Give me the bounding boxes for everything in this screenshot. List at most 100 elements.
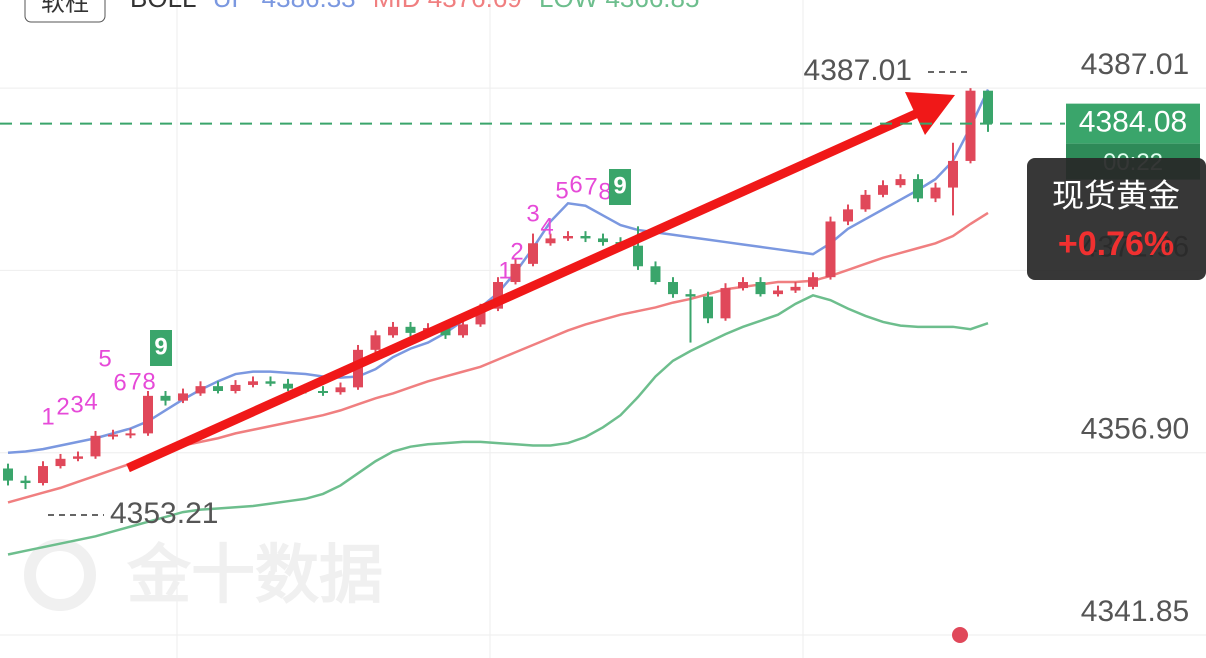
candle-body (38, 466, 48, 484)
candle-body (55, 458, 66, 467)
style-button[interactable] (24, 0, 106, 23)
candle-body (213, 386, 223, 391)
td-count: 5 (555, 177, 568, 204)
candle-body (563, 236, 573, 239)
candle-body (160, 395, 171, 401)
y-tick-label: 4356.90 (1081, 413, 1189, 446)
candle-body (738, 282, 748, 289)
td-count: 2 (56, 393, 69, 420)
trend-arrow (126, 107, 922, 473)
legend-value: 4386.33 (262, 0, 356, 13)
td-count: 1 (41, 403, 54, 430)
boll-line (7, 294, 989, 556)
candle-body (283, 383, 293, 389)
legend-value: 4366.85 (605, 0, 699, 13)
candle-body (703, 296, 713, 319)
candle-body (545, 238, 556, 244)
candle-body (650, 266, 661, 283)
td-box (150, 330, 172, 366)
td-count: 4 (84, 388, 97, 415)
candle-body (528, 243, 538, 264)
tooltip-box (1027, 158, 1206, 280)
candle-body (178, 393, 188, 401)
legend-name: UP (213, 0, 249, 13)
td-count: 6 (569, 171, 582, 198)
boll-legend: BOLL UP 4386.33 MID 4376.69 LOW 4366.85 (130, 0, 699, 13)
td-count: 2 (510, 238, 523, 265)
candle-body (125, 433, 136, 436)
style-button-label: 软柱 (41, 0, 89, 16)
candle-body (580, 236, 591, 239)
candle-body (948, 160, 958, 188)
tooltip-name: 现货黄金 (1052, 177, 1180, 213)
candle-body (860, 194, 871, 210)
low-label: 4353.21 (110, 497, 218, 530)
last-price-box (1066, 103, 1200, 144)
candle-body (878, 185, 888, 195)
candle-body (143, 395, 153, 434)
candle-body (230, 384, 241, 391)
candle-body (895, 179, 906, 186)
candle-body (913, 179, 923, 199)
td-count: 9 (613, 172, 626, 199)
legend-name: LOW (539, 0, 599, 13)
overlay: 4341.854356.904371.964387.014384.0800:22… (0, 48, 1206, 628)
candle-body (633, 245, 643, 267)
candle-body (808, 277, 818, 287)
watermark-logo (24, 539, 96, 611)
td-count: 9 (154, 333, 167, 360)
watermark: 金十数据 (126, 539, 383, 611)
candle-body (248, 381, 258, 385)
event-dot[interactable] (952, 627, 968, 643)
tooltip-change: +0.76% (1058, 225, 1174, 263)
candle-body (475, 308, 486, 325)
candle-body (195, 386, 206, 394)
candle-body (370, 335, 381, 350)
candle-body (685, 294, 696, 297)
plot (3, 88, 993, 556)
td-count: 7 (128, 368, 141, 395)
legend-value: 4376.69 (428, 0, 522, 13)
td-count: 8 (142, 368, 155, 395)
legend-name: MID (373, 0, 421, 13)
candle-body (790, 286, 801, 291)
td-count: 3 (70, 391, 83, 418)
candle-body (983, 90, 993, 124)
candle-body (265, 381, 276, 384)
td-count: 4 (540, 213, 553, 240)
candle-body (108, 434, 118, 437)
candle-body (20, 480, 31, 484)
candle-body (773, 290, 783, 295)
td-box (609, 169, 631, 205)
candle-body (755, 282, 766, 295)
candle-body (90, 435, 101, 457)
candle-body (388, 326, 398, 336)
td-count: 3 (526, 200, 539, 227)
td-count: 5 (98, 345, 111, 372)
candle-body (458, 324, 468, 336)
candle-body (510, 263, 521, 283)
td-count: 1 (498, 257, 511, 284)
candle-body (825, 221, 836, 278)
candle-body (965, 90, 976, 161)
y-tick-label: 4387.01 (1081, 48, 1189, 81)
candle-body (405, 326, 416, 333)
candle-body (930, 187, 941, 199)
y-tick-label: 4341.85 (1081, 595, 1189, 628)
candle-body (73, 456, 83, 459)
candle-body (335, 387, 346, 393)
candle-body (440, 328, 451, 336)
candle-body (318, 390, 328, 393)
candle-body (720, 288, 731, 319)
candle-body (3, 468, 13, 481)
candle-body (493, 282, 503, 309)
candle-body (843, 209, 853, 222)
candle-body (668, 282, 678, 295)
td-count: 8 (598, 178, 611, 205)
candle-body (598, 238, 608, 243)
arrow-head (905, 92, 955, 135)
high-label: 4387.01 (804, 54, 912, 87)
td-count: 7 (584, 173, 597, 200)
